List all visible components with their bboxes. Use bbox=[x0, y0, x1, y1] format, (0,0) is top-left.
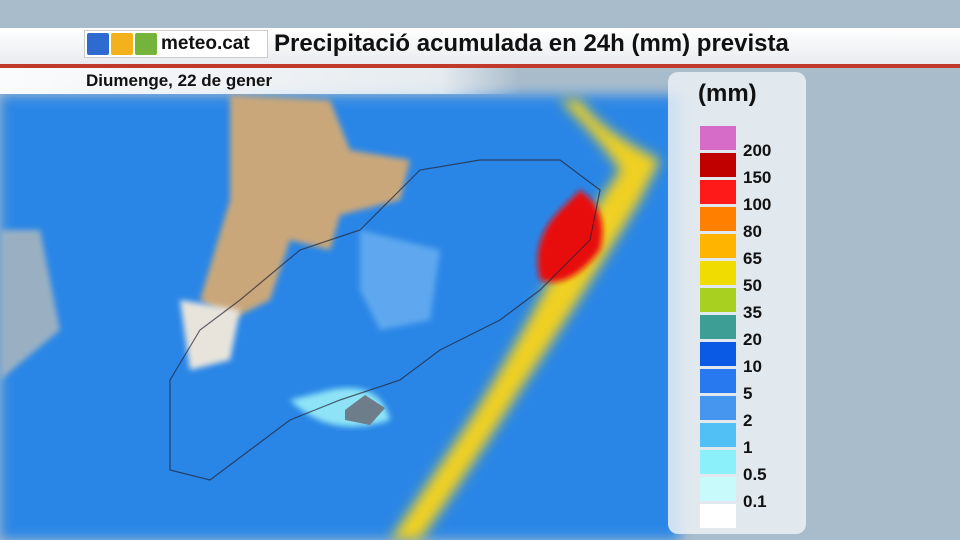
legend-swatch bbox=[700, 369, 736, 393]
legend-swatch bbox=[700, 477, 736, 501]
legend-swatch bbox=[700, 153, 736, 177]
legend-label: 5 bbox=[743, 384, 753, 403]
legend-swatch bbox=[700, 234, 736, 258]
menu-icon bbox=[87, 33, 109, 55]
legend-label: 150 bbox=[743, 168, 772, 187]
date-bar bbox=[0, 68, 520, 94]
legend-label: 50 bbox=[743, 276, 762, 295]
legend-label: 1 bbox=[743, 438, 753, 457]
title: Precipitació acumulada en 24h (mm) previ… bbox=[274, 30, 789, 57]
logo: meteo.cat bbox=[84, 30, 268, 58]
legend-swatch bbox=[700, 126, 736, 150]
legend-label: 100 bbox=[743, 195, 772, 214]
sun-icon bbox=[111, 33, 133, 55]
legend-unit: (mm) bbox=[698, 80, 757, 107]
legend-label: 80 bbox=[743, 222, 762, 241]
legend-swatch bbox=[700, 423, 736, 447]
legend-swatch bbox=[700, 315, 736, 339]
date: Diumenge, 22 de gener bbox=[86, 71, 273, 90]
legend-swatch bbox=[700, 261, 736, 285]
legend-label: 0.1 bbox=[743, 492, 767, 511]
legend-swatch bbox=[700, 396, 736, 420]
legend-label: 10 bbox=[743, 357, 762, 376]
legend-swatch bbox=[700, 288, 736, 312]
legend-label: 20 bbox=[743, 330, 762, 349]
legend-label: 0.5 bbox=[743, 465, 767, 484]
legend-swatch bbox=[700, 180, 736, 204]
legend-label: 65 bbox=[743, 249, 762, 268]
cloud-icon bbox=[135, 33, 157, 55]
legend-swatch bbox=[700, 207, 736, 231]
legend-swatch bbox=[700, 342, 736, 366]
legend-swatch bbox=[700, 450, 736, 474]
legend-swatch bbox=[700, 504, 736, 528]
legend-panel bbox=[668, 72, 806, 534]
logo-text: meteo.cat bbox=[161, 33, 250, 54]
legend-label: 200 bbox=[743, 141, 772, 160]
legend-label: 35 bbox=[743, 303, 762, 322]
legend-label: 2 bbox=[743, 411, 753, 430]
header-rule bbox=[0, 64, 960, 68]
